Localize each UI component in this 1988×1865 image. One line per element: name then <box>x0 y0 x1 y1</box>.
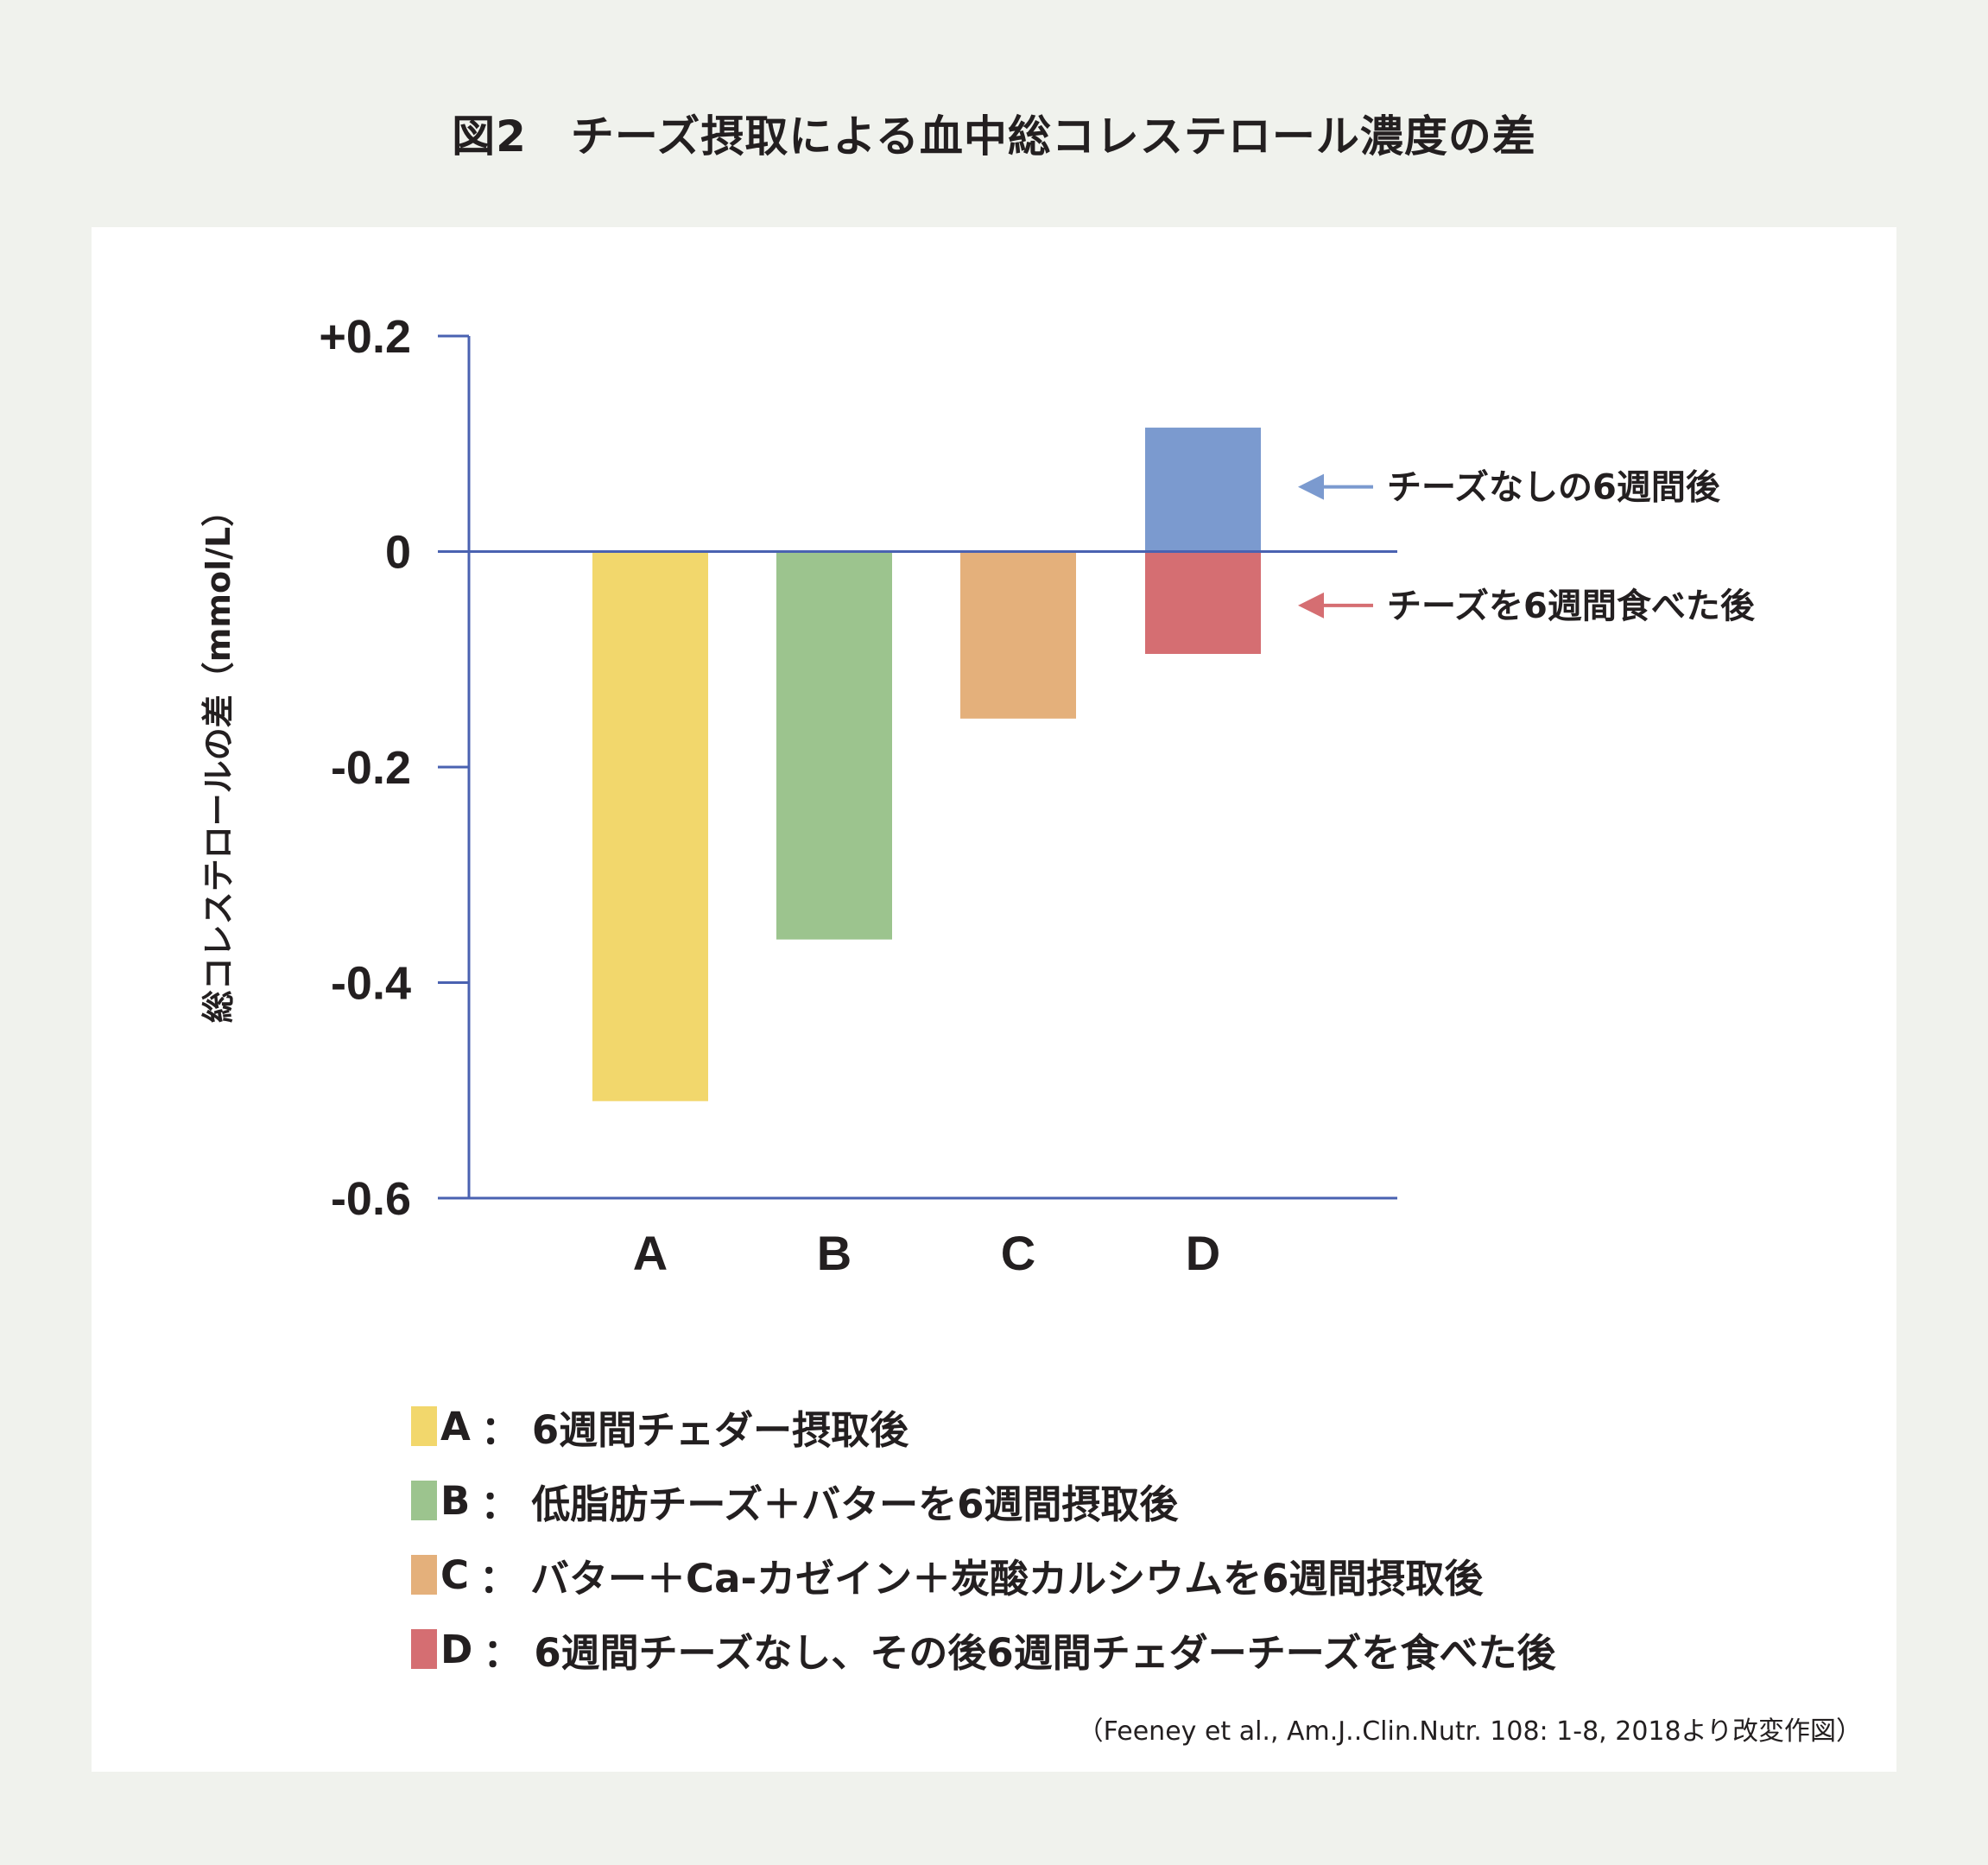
y-tick-label: -0.2 <box>331 742 411 794</box>
annotation-arrowhead <box>1298 473 1324 500</box>
x-tick-label: C <box>1001 1226 1035 1280</box>
annotation-label: チーズなしの6週間後 <box>1387 468 1721 508</box>
legend-separator: ： <box>483 1629 522 1676</box>
bar-b-negative <box>776 551 892 940</box>
legend-key-d: D <box>440 1626 473 1672</box>
bar-a-negative <box>592 551 708 1101</box>
chart-panel: +0.2 0 -0.2 -0.4 -0.6 A B C D 総コレステロールの差（mmol/L）チ… <box>92 227 1896 1772</box>
x-tick-label: A <box>633 1226 668 1280</box>
legend-text-d: 6週間チーズなし、その後6週間チェダーチーズを食べた後 <box>534 1629 1556 1676</box>
bar-d-positive <box>1145 428 1261 552</box>
legend-separator: ： <box>480 1481 520 1527</box>
annotation-label: チーズを6週間食べた後 <box>1387 587 1756 626</box>
legend-swatch-a <box>411 1406 437 1446</box>
legend-text-b: 低脂肪チーズ＋バターを6週間摂取後 <box>531 1481 1179 1527</box>
figure-title: 図2 チーズ摂取による血中総コレステロール濃度の差 <box>452 111 1536 162</box>
y-tick-label: +0.2 <box>319 311 411 363</box>
legend-key-c: C <box>440 1551 470 1598</box>
legend-separator: ： <box>480 1406 520 1453</box>
x-tick-label: D <box>1186 1226 1220 1280</box>
source-citation: （Feeney et al., Am.J..Clin.Nutr. 108: 1-… <box>1077 1716 1862 1747</box>
x-tick-label: B <box>817 1226 852 1280</box>
legend-item-d: D ： 6週間チーズなし、その後6週間チェダーチーズを食べた後 <box>411 1612 1556 1686</box>
legend-swatch-b <box>411 1481 437 1520</box>
y-tick-label: 0 <box>385 527 411 579</box>
legend-text-a: 6週間チェダー摂取後 <box>531 1406 909 1453</box>
legend-separator: ： <box>479 1555 519 1602</box>
y-tick-label: -0.4 <box>331 958 411 1010</box>
legend-key-b: B <box>440 1477 471 1524</box>
legend-text-c: バター＋Ca-カゼイン＋炭酸カルシウムを6週間摂取後 <box>530 1555 1484 1602</box>
legend-swatch-d <box>411 1629 437 1669</box>
legend-item-c: C ： バター＋Ca-カゼイン＋炭酸カルシウムを6週間摂取後 <box>411 1538 1556 1612</box>
bar-d-negative <box>1145 551 1261 655</box>
annotation-arrowhead <box>1298 592 1324 618</box>
legend-swatch-c <box>411 1555 437 1595</box>
legend-item-b: B ： 低脂肪チーズ＋バターを6週間摂取後 <box>411 1463 1556 1538</box>
y-tick-label: -0.6 <box>331 1173 411 1225</box>
bar-c-negative <box>960 551 1076 719</box>
legend-key-a: A <box>440 1403 471 1449</box>
legend-item-a: A ： 6週間チェダー摂取後 <box>411 1389 1556 1463</box>
bar-chart: +0.2 0 -0.2 -0.4 -0.6 A B C D 総コレステロールの差（mmol/L） チ… <box>199 311 1756 1280</box>
y-axis-title: 総コレステロールの差（mmol/L） <box>199 494 237 1023</box>
legend: A ： 6週間チェダー摂取後 B ： 低脂肪チーズ＋バターを6週間摂取後 C ：… <box>411 1389 1556 1686</box>
